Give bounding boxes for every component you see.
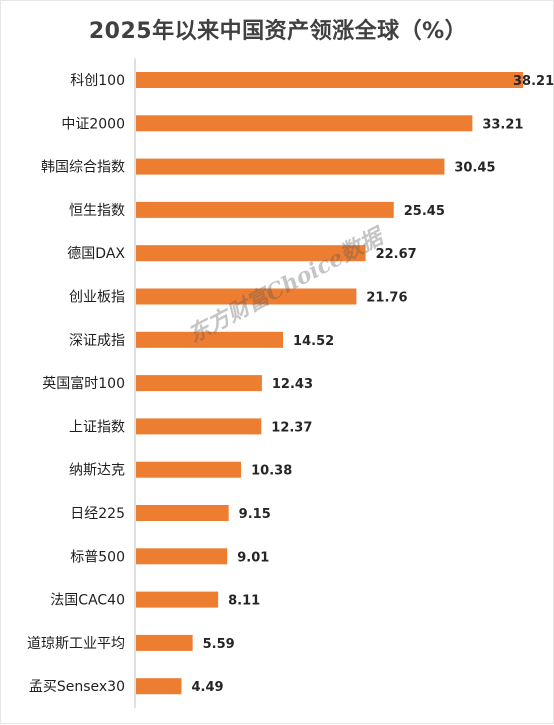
data-label: 25.45 xyxy=(404,204,445,219)
category-label: 创业板指 xyxy=(69,290,125,306)
category-label: 纳斯达克 xyxy=(69,463,125,479)
data-label: 5.59 xyxy=(203,637,235,652)
bar xyxy=(136,591,219,608)
category-label: 韩国综合指数 xyxy=(41,160,125,176)
data-label: 33.21 xyxy=(482,117,523,132)
category-label: 上证指数 xyxy=(69,419,125,435)
bar xyxy=(136,678,182,695)
data-label: 12.37 xyxy=(271,420,312,435)
category-label: 英国富时100 xyxy=(42,375,125,392)
data-label: 14.52 xyxy=(293,334,334,349)
bar xyxy=(136,505,229,521)
bar xyxy=(136,331,284,348)
bar xyxy=(136,548,228,565)
bar xyxy=(136,461,242,478)
data-label: 22.67 xyxy=(376,247,417,262)
category-label: 标普500 xyxy=(70,549,125,565)
category-label: 科创100 xyxy=(70,73,125,89)
data-label: 12.43 xyxy=(272,377,313,392)
bar xyxy=(136,201,394,218)
data-label: 4.49 xyxy=(191,680,223,695)
bar xyxy=(136,375,262,392)
bar xyxy=(136,158,445,175)
data-label: 10.38 xyxy=(251,464,292,479)
bar xyxy=(136,245,366,262)
category-label: 恒生指数 xyxy=(69,203,125,219)
bar xyxy=(136,288,357,305)
data-label: 8.11 xyxy=(228,594,260,609)
data-label: 30.45 xyxy=(454,161,495,176)
data-label: 9.15 xyxy=(239,507,271,522)
data-label: 38.21 xyxy=(513,74,554,89)
category-label: 法国CAC40 xyxy=(50,593,125,609)
category-label: 深证成指 xyxy=(69,333,125,349)
data-label: 9.01 xyxy=(237,550,269,565)
bar xyxy=(136,115,473,132)
category-label: 德国DAX xyxy=(67,246,125,262)
category-label: 日经225 xyxy=(70,506,125,522)
bar xyxy=(136,418,262,435)
chart-title: 2025年以来中国资产领涨全球（%） xyxy=(88,19,468,44)
bar xyxy=(136,634,193,651)
category-label: 道琼斯工业平均 xyxy=(27,636,125,652)
bar xyxy=(136,72,523,88)
category-label: 孟买Sensex30 xyxy=(29,679,125,695)
data-label: 21.76 xyxy=(366,291,407,306)
category-label: 中证2000 xyxy=(61,116,125,132)
